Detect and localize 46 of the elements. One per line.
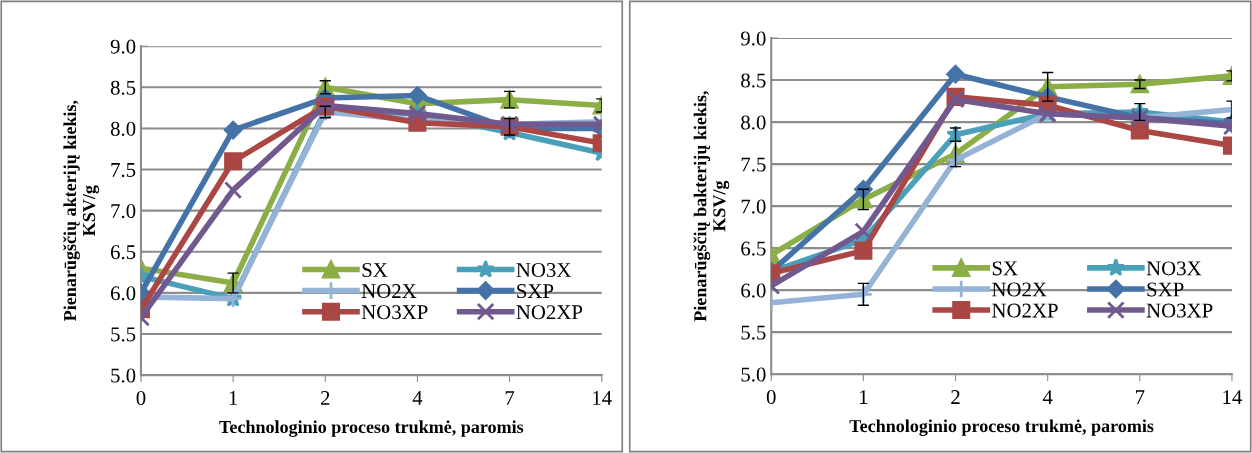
x-tick-label: 7 <box>1135 390 1145 404</box>
x-tick-label: 1 <box>229 391 238 405</box>
y-tick-label: 5.0 <box>741 367 766 382</box>
y-tick-label: 8.0 <box>110 121 136 136</box>
legend-label: SXP <box>517 284 554 299</box>
x-tick-label: 2 <box>951 390 960 404</box>
y-tick-label: 7.5 <box>111 163 136 178</box>
y-tick-label: 9.0 <box>110 39 136 54</box>
y-tick-label: 8.5 <box>741 73 766 88</box>
x-tick-label: 0 <box>766 390 776 405</box>
legend-label: NO2X <box>361 284 417 299</box>
y-tick-label: 9.0 <box>741 31 766 46</box>
legend-label: NO3XP <box>1146 303 1213 318</box>
y-tick-label: 8.5 <box>110 80 136 95</box>
x-tick-label: 4 <box>1042 390 1053 404</box>
legend-label: SX <box>992 261 1018 276</box>
y-tick-label: 5.5 <box>111 327 136 342</box>
x-tick-label: 1 <box>860 390 868 404</box>
y-tick-label: 5.0 <box>111 368 136 383</box>
legend-label: NO2XP <box>992 303 1058 318</box>
y-axis-title: Pienarūgščių bakterijų kiekis, KSV/g <box>693 91 730 322</box>
legend-label: NO2XP <box>516 305 583 320</box>
y-tick-label: 8.0 <box>741 115 766 130</box>
y-tick-label: 7.5 <box>741 157 766 172</box>
x-axis-title: Technologinio proceso trukmė, paromis <box>219 420 524 437</box>
x-tick-label: 7 <box>505 391 515 405</box>
y-tick-label: 7.0 <box>111 204 136 219</box>
legend-label: SX <box>362 263 388 278</box>
y-tick-label: 5.5 <box>741 325 766 340</box>
y-tick-label: 7.0 <box>741 199 766 214</box>
legend-label: NO3X <box>516 263 571 278</box>
y-tick-label: 6.0 <box>741 283 766 298</box>
legend-label: SXP <box>1147 282 1184 297</box>
y-tick-label: 6.0 <box>110 286 136 301</box>
x-axis-title: Technologinio proceso trukmė, paromis <box>849 419 1154 436</box>
x-tick-label: 2 <box>320 391 330 405</box>
x-tick-label: 0 <box>136 390 146 406</box>
x-tick-label: 14 <box>593 391 612 405</box>
legend-label: NO3XP <box>361 305 428 320</box>
y-tick-label: 6.5 <box>110 245 136 260</box>
legend-label: NO2X <box>992 282 1047 297</box>
legend-label: NO3X <box>1146 261 1202 276</box>
y-tick-label: 6.5 <box>741 241 766 256</box>
x-tick-label: 4 <box>412 391 423 405</box>
x-tick-label: 14 <box>1223 390 1243 404</box>
y-axis-title: Pienarūgščių akterijų kiekis, KSV/g <box>63 100 99 321</box>
